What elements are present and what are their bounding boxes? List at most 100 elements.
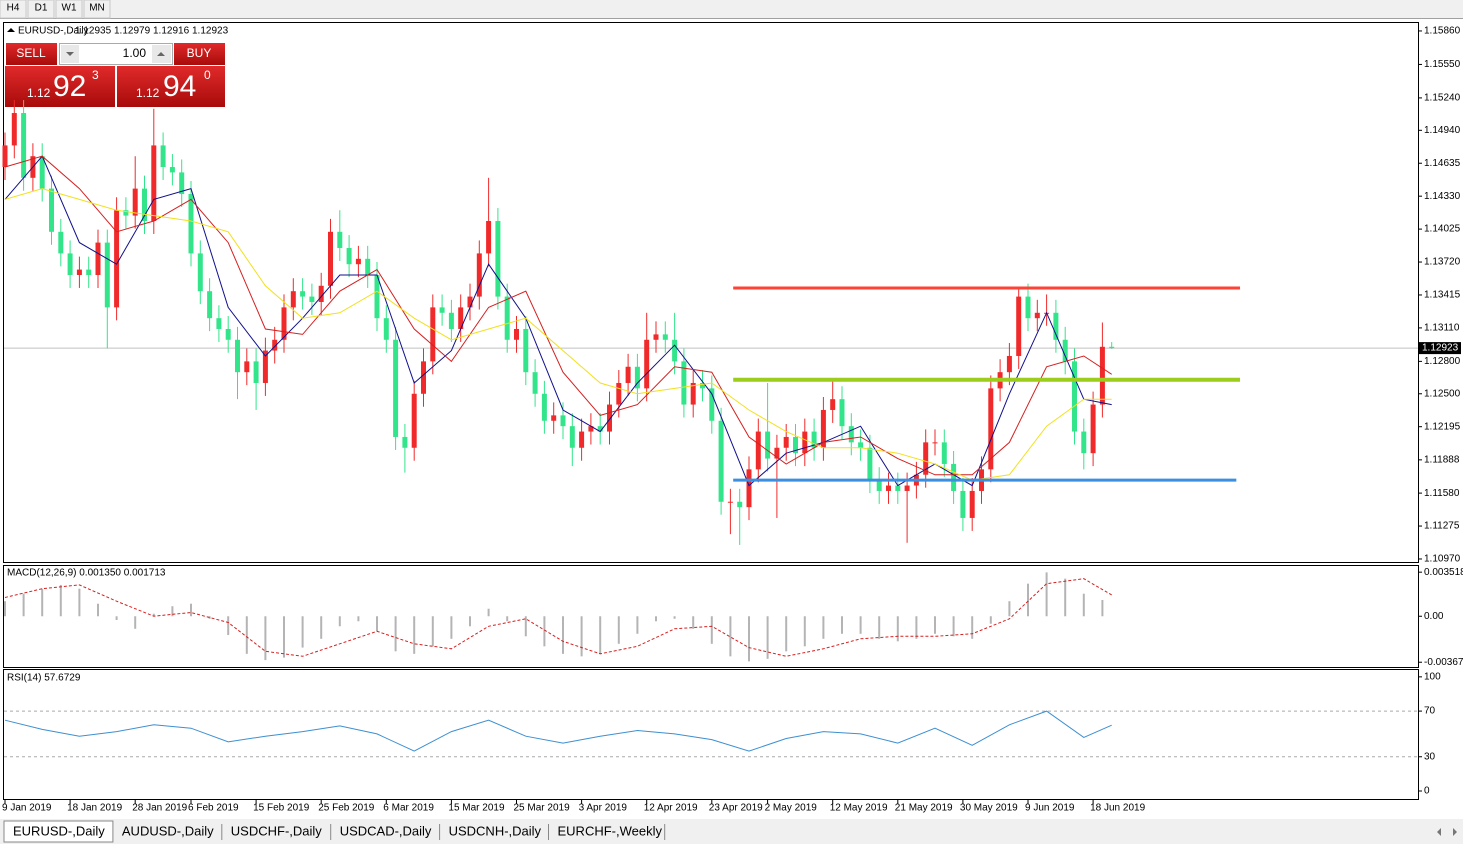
candle-body [39, 156, 45, 189]
candle-body [2, 145, 8, 168]
candle-body [328, 231, 333, 286]
candle-body [783, 436, 789, 448]
candle-body [514, 328, 519, 340]
candle-body [1053, 312, 1059, 340]
candle-body [830, 399, 836, 410]
x-tick-label: 12 May 2019 [830, 803, 888, 814]
tab-scroll[interactable] [1437, 828, 1457, 836]
ohlc-open: 1.12935 [75, 26, 112, 37]
x-tick-label: 25 Feb 2019 [318, 803, 375, 814]
candle-body [774, 447, 780, 459]
tab-label[interactable]: USDCNH-,Daily [449, 823, 542, 838]
buy-label[interactable]: BUY [187, 46, 212, 60]
candle-body [402, 436, 408, 448]
timeframe-button[interactable] [55, 0, 83, 19]
candle-body [355, 258, 361, 265]
y-tick-label: 1.11275 [1424, 521, 1460, 532]
y-tick-label: 1.11888 [1424, 454, 1460, 465]
buy-button[interactable] [174, 43, 225, 65]
tab-label[interactable]: EURUSD-,Daily [13, 823, 105, 838]
tab-label[interactable]: EURCHF-,Weekly [558, 823, 663, 838]
candle-body [839, 399, 845, 427]
candle-body [532, 372, 538, 394]
timeframe-button[interactable] [27, 0, 55, 19]
ask-box[interactable] [117, 66, 225, 107]
x-tick-label: 12 Apr 2019 [644, 803, 698, 814]
candle-body [755, 431, 761, 470]
timeframe-label[interactable]: W1 [62, 3, 77, 14]
tab-label[interactable]: AUDUSD-,Daily [122, 823, 214, 838]
x-tick-label: 18 Jun 2019 [1090, 803, 1145, 814]
candle-body [179, 172, 185, 195]
candle-body [448, 312, 454, 329]
candle-body [104, 242, 110, 308]
y-tick-label: 70 [1424, 706, 1436, 717]
candle-body [560, 415, 566, 427]
candle-body [486, 221, 492, 254]
tab-label[interactable]: USDCHF-,Daily [231, 823, 322, 838]
candle-body [802, 431, 808, 454]
candle-body [495, 221, 501, 297]
candle-body [625, 366, 631, 383]
candle-body [541, 393, 547, 421]
timeframe-label[interactable]: D1 [35, 3, 48, 14]
candle-body [1099, 346, 1105, 405]
candle-body [346, 247, 352, 265]
lot-down-icon [66, 52, 74, 56]
y-tick-label: 1.12800 [1424, 356, 1461, 367]
y-tick-label: 1.11580 [1424, 488, 1460, 499]
candle-body [411, 393, 417, 448]
y-tick-label: 100 [1424, 671, 1441, 682]
timeframe-button[interactable] [0, 0, 27, 19]
candle-body [1034, 312, 1040, 319]
bid-main: 92 [53, 70, 86, 103]
x-tick-label: 23 Apr 2019 [709, 803, 763, 814]
candle-body [439, 307, 445, 313]
y-tick-label: 0.00 [1424, 611, 1444, 622]
candle-body [988, 388, 994, 470]
timeframe-button[interactable] [83, 0, 111, 19]
candle-body [281, 307, 287, 340]
candle-body [235, 339, 240, 373]
candle-body [1081, 431, 1087, 454]
candle-body [188, 194, 194, 254]
candle-body [653, 334, 659, 340]
candle-body [644, 339, 650, 389]
x-tick-label: 25 Mar 2019 [514, 803, 571, 814]
candle-body [886, 485, 891, 491]
x-tick-label: 15 Mar 2019 [448, 803, 505, 814]
candle-body [867, 447, 873, 481]
candle-body [681, 361, 687, 405]
candle-body [718, 420, 724, 502]
candle-body [941, 442, 947, 464]
tabs-bg [0, 819, 1463, 844]
sell-label[interactable]: SELL [16, 46, 46, 60]
candle-body [895, 485, 901, 491]
lot-value[interactable]: 1.00 [123, 46, 147, 60]
tab-active[interactable] [3, 820, 114, 843]
x-tick-label: 30 May 2019 [960, 803, 1018, 814]
moving-average [4, 155, 1112, 476]
candle-body [76, 269, 82, 275]
candle-body [67, 253, 73, 275]
candle-body [114, 210, 120, 308]
tab-label[interactable]: USDCAD-,Daily [340, 823, 432, 838]
candle-body [1072, 361, 1077, 432]
y-tick-label: 1.15240 [1424, 93, 1461, 104]
timeframe-label[interactable]: MN [89, 3, 105, 14]
x-tick-label: 21 May 2019 [895, 803, 953, 814]
candle-body [1025, 296, 1031, 319]
timeframe-label[interactable]: H4 [7, 3, 20, 14]
ohlc-close: 1.12923 [192, 26, 229, 37]
x-tick-label: 3 Apr 2019 [579, 803, 628, 814]
y-tick-label: 1.15550 [1424, 59, 1461, 70]
rsi-title: RSI(14) 57.6729 [7, 673, 81, 684]
sell-button[interactable] [6, 43, 57, 65]
candle-body [262, 350, 268, 383]
y-tick-label: 30 [1424, 751, 1436, 762]
y-tick-label: 1.13110 [1424, 323, 1460, 334]
candle-body [253, 361, 259, 383]
candle-body [197, 253, 203, 292]
candle-body [588, 426, 594, 432]
lot-input[interactable] [59, 43, 173, 65]
